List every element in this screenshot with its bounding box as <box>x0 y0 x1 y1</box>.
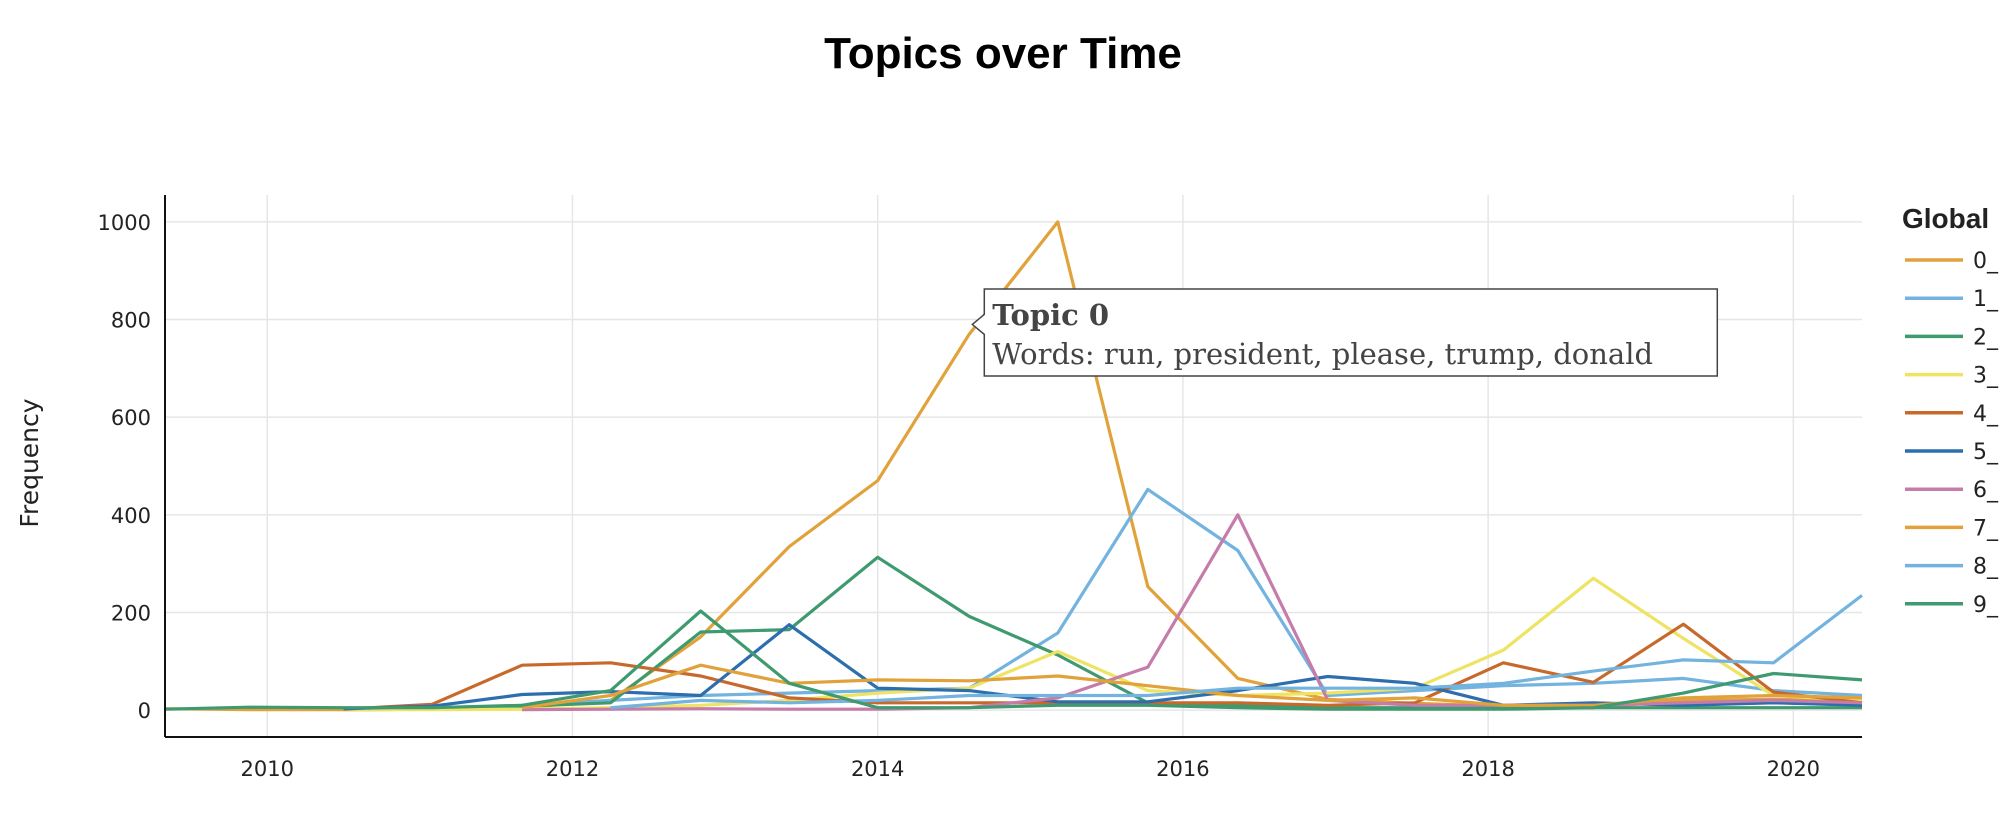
series-line-9[interactable] <box>164 609 1863 711</box>
x-tick-label: 2016 <box>1156 757 1209 781</box>
legend-label: 5_ <box>1973 440 1999 465</box>
series-line-3[interactable] <box>343 576 1863 712</box>
series-line-1[interactable] <box>343 487 1863 712</box>
legend-item-9[interactable]: 9_ <box>1905 593 1999 618</box>
legend-item-2[interactable]: 2_ <box>1905 325 1999 350</box>
y-tick-label: 800 <box>111 309 151 333</box>
legend-label: 1_ <box>1973 287 1999 312</box>
y-axis-label: Frequency <box>15 398 44 527</box>
x-tick-label: 2010 <box>241 757 294 781</box>
legend-item-0[interactable]: 0_ <box>1905 249 1999 274</box>
y-tick-label: 400 <box>111 504 151 528</box>
legend-item-6[interactable]: 6_ <box>1905 478 1999 503</box>
legend-label: 2_ <box>1973 325 1999 350</box>
legend-item-3[interactable]: 3_ <box>1905 364 1999 389</box>
legend-item-5[interactable]: 5_ <box>1905 440 1999 465</box>
y-tick-label: 200 <box>111 601 151 625</box>
y-tick-label: 1000 <box>98 211 151 235</box>
axes <box>164 195 1862 738</box>
series-line-6[interactable] <box>522 513 1863 712</box>
chart-title: Topics over Time <box>824 29 1182 78</box>
legend-label: 4_ <box>1973 402 1999 427</box>
x-tick-label: 2014 <box>851 757 904 781</box>
legend-title: Global <box>1902 203 1989 234</box>
legend-item-8[interactable]: 8_ <box>1905 555 1999 580</box>
x-tick-label: 2018 <box>1461 757 1514 781</box>
legend-label: 9_ <box>1973 593 1999 618</box>
legend-label: 0_ <box>1973 249 1999 274</box>
legend-label: 6_ <box>1973 478 1999 503</box>
legend-item-7[interactable]: 7_ <box>1905 516 1999 541</box>
series-lines <box>164 220 1863 712</box>
legend-label: 3_ <box>1973 364 1999 389</box>
y-tick-labels: 0 200 400 600 800 1000 <box>98 211 151 723</box>
hover-tooltip: Topic 0 Words: run, president, please, t… <box>971 288 1719 377</box>
series-line-8[interactable] <box>610 594 1863 710</box>
series-line-2[interactable] <box>343 555 1862 711</box>
legend-label: 8_ <box>1973 555 1999 580</box>
tooltip-text: Words: run, president, please, trump, do… <box>992 337 1653 371</box>
legend[interactable]: Global 0_ 1_ 2_ 3_ 4_ 5_ 6_ 7_ 8_ 9_ <box>1902 203 1999 618</box>
x-tick-label: 2012 <box>546 757 599 781</box>
x-tick-label: 2020 <box>1767 757 1820 781</box>
tooltip-box <box>971 288 1719 377</box>
legend-item-4[interactable]: 4_ <box>1905 402 1999 427</box>
legend-label: 7_ <box>1973 516 1999 541</box>
y-tick-label: 0 <box>138 699 151 723</box>
y-tick-label: 600 <box>111 406 151 430</box>
legend-item-1[interactable]: 1_ <box>1905 287 1999 312</box>
tooltip-title: Topic 0 <box>992 298 1109 332</box>
x-tick-labels: 2010 2012 2014 2016 2018 2020 <box>241 757 1821 781</box>
